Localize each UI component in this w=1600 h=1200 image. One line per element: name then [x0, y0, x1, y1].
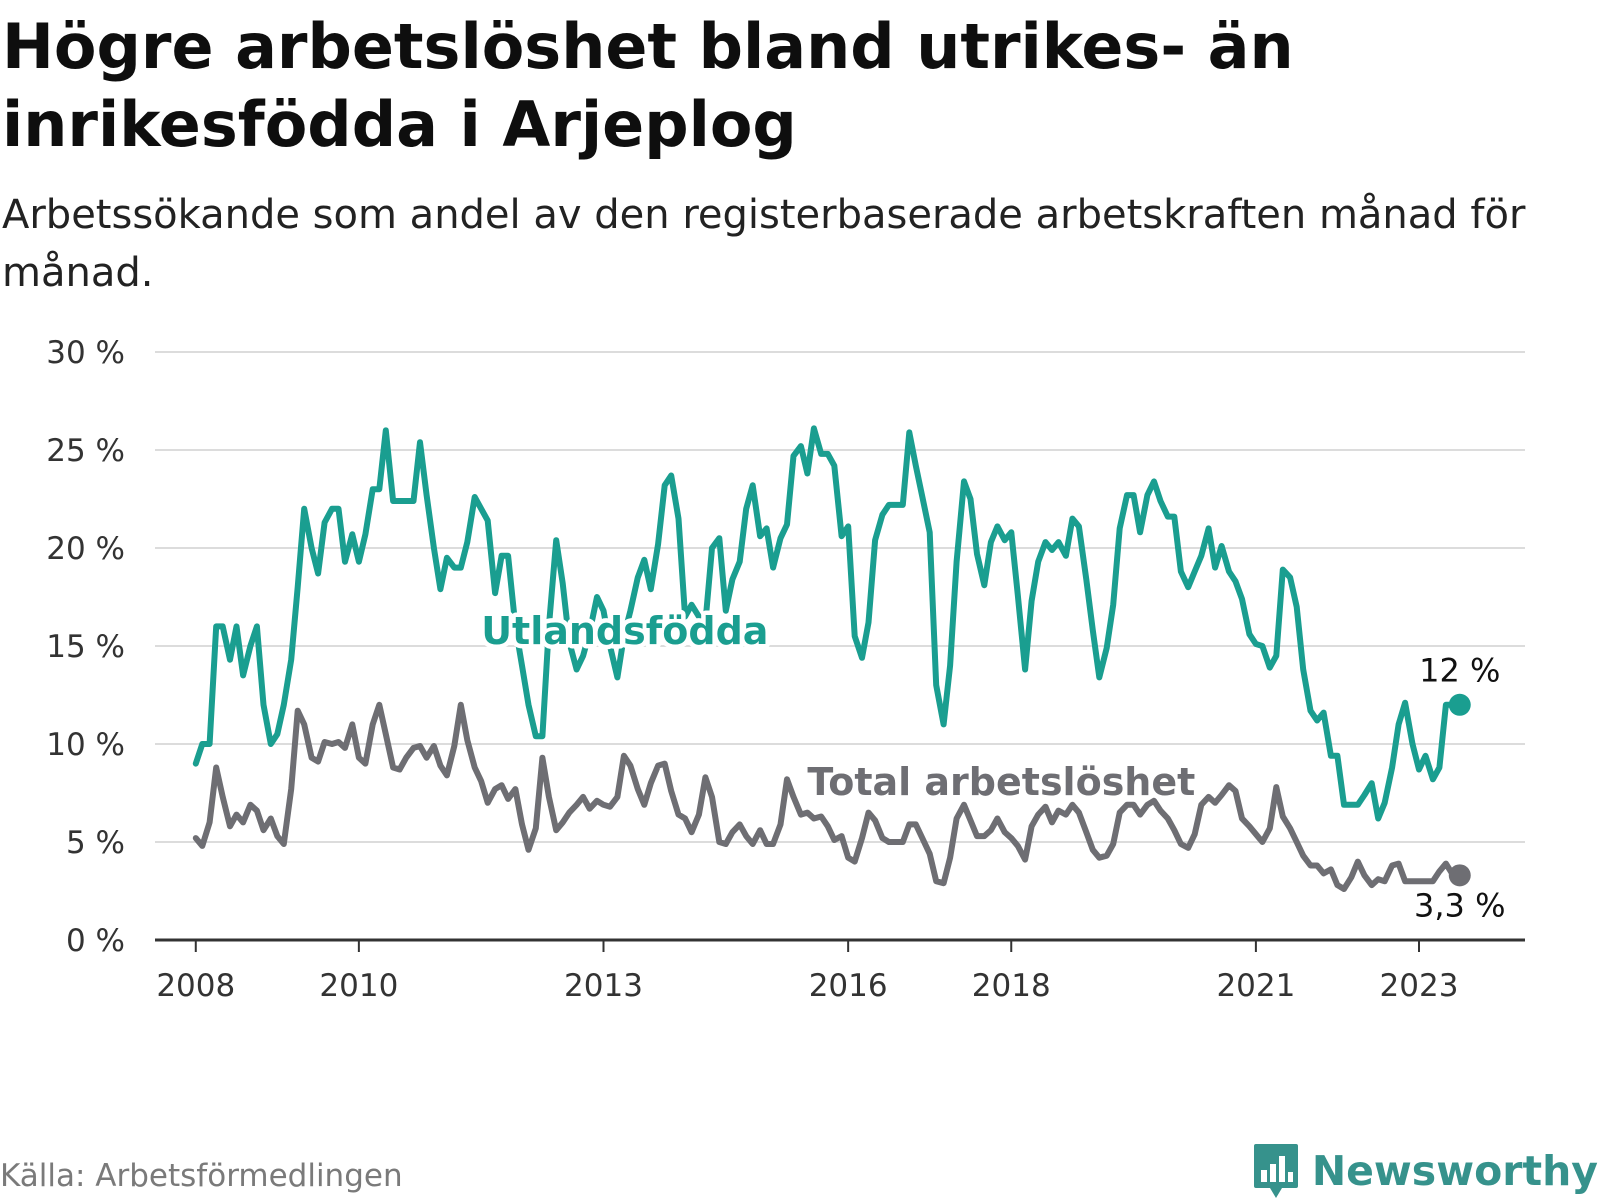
- series-line-total: [192, 701, 1463, 892]
- line-chart: 0 %5 %10 %15 %20 %25 %30 % 2008 2010 2013 2…: [46, 335, 1525, 1004]
- brand-name: Newsworthy: [1311, 1147, 1598, 1195]
- y-tick-label: 30 %: [46, 335, 125, 371]
- y-tick-label: 5 %: [66, 825, 125, 861]
- chart-title: Högre arbetslöshet bland utrikes- än inr…: [2, 10, 1294, 161]
- x-tick-label: 2018: [972, 968, 1051, 1004]
- x-tick-label: 2008: [156, 968, 235, 1004]
- y-axis-tick-labels: 0 % 5 % 10 % 15 % 20 % 25 % 30 %: [46, 335, 125, 959]
- source-note: Källa: Arbetsförmedlingen: [0, 1158, 403, 1194]
- y-tick-label: 25 %: [46, 433, 125, 469]
- series-line-utlandsfodda: [192, 425, 1463, 822]
- y-tick-label: 15 %: [46, 629, 125, 665]
- x-tick-label: 2021: [1216, 968, 1295, 1004]
- end-point-total: [1448, 864, 1471, 887]
- x-tick-label: 2010: [319, 968, 398, 1004]
- series-label-total: Total arbetslöshet: [807, 760, 1195, 804]
- x-tick-label: 2023: [1380, 968, 1459, 1004]
- bar-chart-speech-bubble-icon: [1253, 1144, 1298, 1198]
- x-tick-label: 2013: [564, 968, 643, 1004]
- end-label-utlandsfodda: 12 %: [1419, 651, 1500, 689]
- brand: Newsworthy: [1252, 1142, 1598, 1200]
- x-axis-ticks: 2008 2010 2013 2016 2018 2021 2023: [156, 940, 1458, 1004]
- series-labels: Utlandsfödda Total arbetslöshet 12 % 3,3 %: [477, 605, 1509, 928]
- y-tick-label: 0 %: [66, 923, 125, 959]
- x-tick-label: 2016: [809, 968, 888, 1004]
- chart-subtitle: Arbetssökande som andel av den registerb…: [2, 192, 1526, 296]
- y-tick-label: 20 %: [46, 531, 125, 567]
- end-label-total: 3,3 %: [1414, 886, 1505, 924]
- series-label-utlandsfodda: Utlandsfödda: [481, 609, 768, 653]
- y-tick-label: 10 %: [46, 727, 125, 763]
- series-lines: [192, 425, 1471, 892]
- end-point-utlandsfodda: [1448, 693, 1471, 716]
